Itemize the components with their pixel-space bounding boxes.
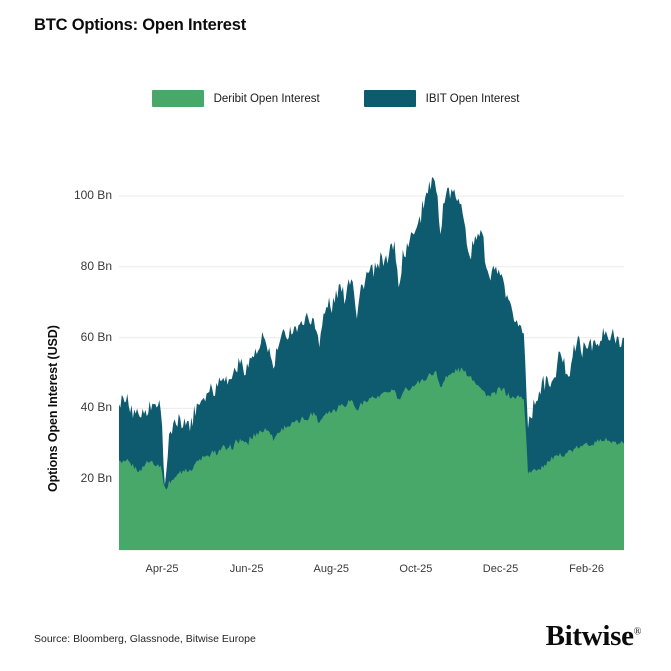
x-tick-label: Feb-26 xyxy=(569,563,604,575)
y-tick-label: 80 Bn xyxy=(80,258,112,273)
x-tick-label: Jun-25 xyxy=(229,563,264,575)
y-axis-ticks: 20 Bn 40 Bn 60 Bn 80 Bn 100 Bn xyxy=(50,0,112,671)
x-tick-label: Apr-25 xyxy=(145,563,179,575)
legend-swatch-deribit xyxy=(151,90,204,107)
brand-logo: Bitwise® xyxy=(545,620,642,653)
x-tick-label: Aug-25 xyxy=(313,563,350,575)
x-tick-label: Oct-25 xyxy=(399,563,433,575)
legend-item-deribit[interactable]: Deribit Open Interest xyxy=(151,90,320,107)
y-tick-label: 60 Bn xyxy=(80,329,112,344)
source-note: Source: Bloomberg, Glassnode, Bitwise Eu… xyxy=(34,633,256,645)
legend-item-ibit[interactable]: IBIT Open Interest xyxy=(363,90,520,107)
y-tick-label: 100 Bn xyxy=(73,188,112,202)
y-tick-label: 20 Bn xyxy=(80,471,112,486)
legend-swatch-ibit xyxy=(363,90,416,107)
legend-label-ibit: IBIT Open Interest xyxy=(425,92,520,105)
legend-label-deribit: Deribit Open Interest xyxy=(213,92,320,105)
brand-name: Bitwise xyxy=(545,620,634,652)
registered-mark: ® xyxy=(633,626,642,638)
x-tick-label: Dec-25 xyxy=(482,563,519,575)
chart-legend: Deribit Open Interest IBIT Open Interest xyxy=(0,90,671,107)
y-tick-label: 40 Bn xyxy=(80,400,112,415)
page-title: BTC Options: Open Interest xyxy=(34,16,247,34)
